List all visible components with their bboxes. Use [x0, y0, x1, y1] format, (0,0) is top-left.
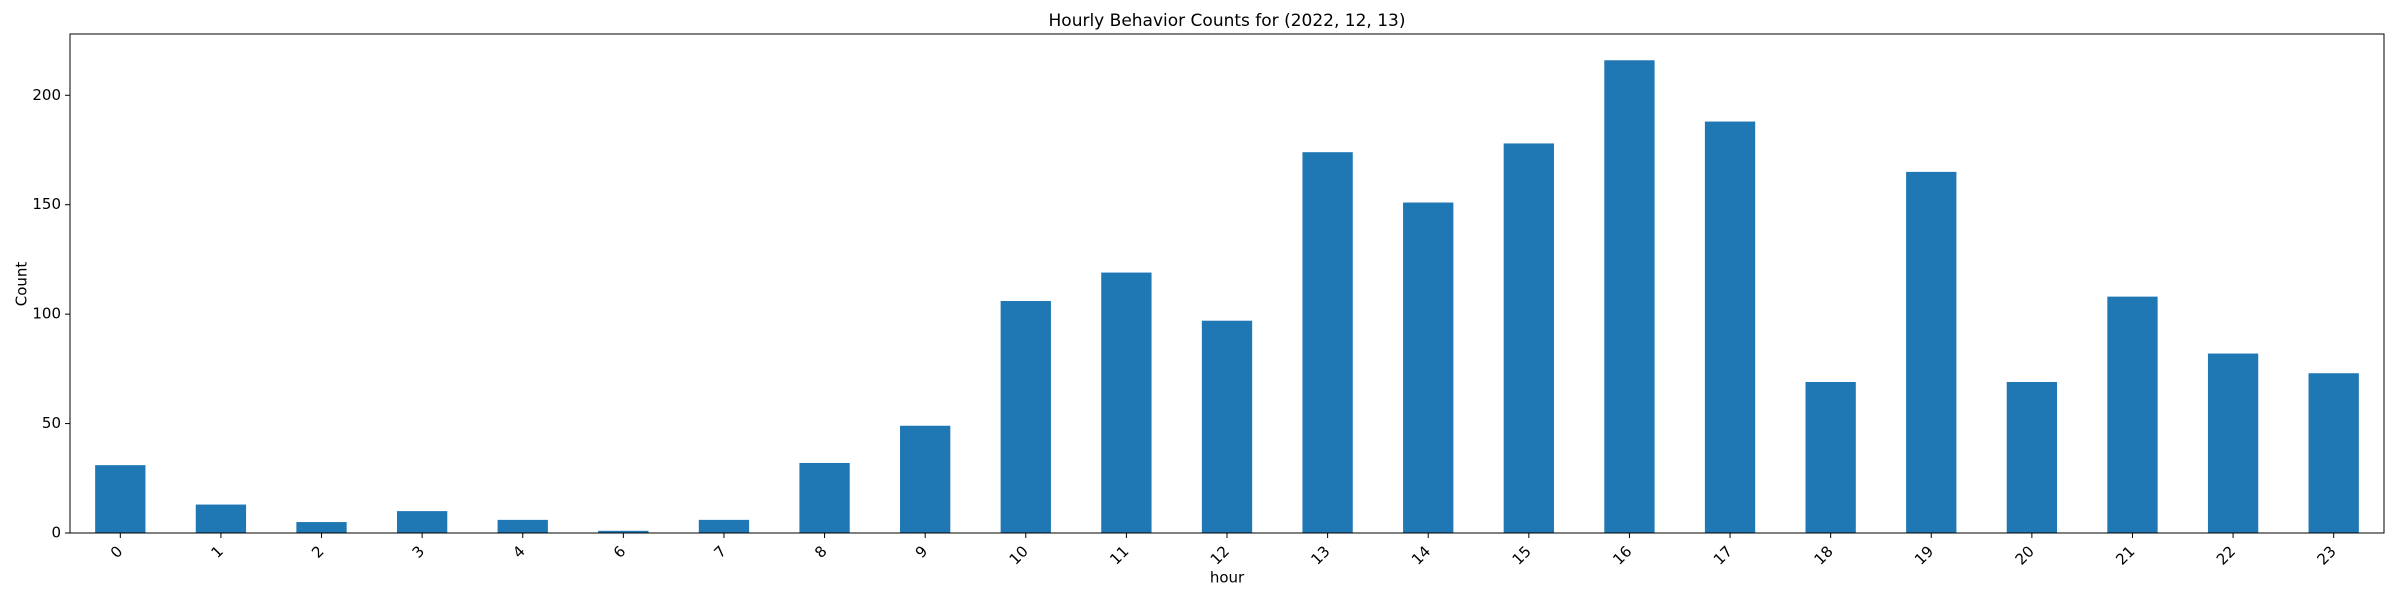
y-tick-label: 100 — [32, 305, 61, 323]
x-tick-label: 0 — [107, 542, 126, 561]
bar — [1101, 272, 1152, 533]
bar — [1503, 143, 1554, 534]
bar — [1201, 320, 1253, 533]
x-axis-label: hour — [1210, 569, 1245, 587]
bar — [396, 511, 448, 533]
x-tick-label: 23 — [2313, 542, 2339, 568]
x-tick-label: 10 — [1006, 542, 1032, 568]
bar — [2207, 353, 2259, 533]
x-tick-label: 1 — [207, 542, 226, 561]
x-tick-label: 4 — [509, 542, 528, 561]
bar — [2308, 373, 2359, 533]
bar — [95, 465, 146, 533]
bar — [698, 519, 750, 533]
bar — [1302, 152, 1353, 533]
bar — [296, 522, 347, 533]
x-tick-label: 17 — [1710, 542, 1736, 568]
x-tick-label: 15 — [1509, 542, 1535, 568]
bar — [1403, 202, 1454, 534]
x-tick-label: 11 — [1106, 542, 1132, 568]
x-tick-label: 20 — [2012, 542, 2038, 568]
bar — [497, 519, 548, 533]
bar — [1000, 301, 1051, 533]
x-tick-label: 18 — [1810, 542, 1836, 568]
x-tick-label: 14 — [1408, 542, 1434, 568]
plot-frame — [69, 33, 2385, 534]
bar — [2006, 381, 2058, 533]
x-tick-label: 3 — [409, 542, 428, 561]
x-tick-label: 21 — [2112, 542, 2138, 568]
y-tick-label: 50 — [42, 414, 61, 432]
bar — [1805, 381, 1856, 533]
bar — [1704, 121, 1756, 534]
x-tick-label: 8 — [811, 542, 830, 561]
y-axis-label: Count — [13, 262, 31, 307]
x-tick-label: 12 — [1207, 542, 1233, 568]
bar — [900, 425, 951, 533]
bar — [598, 530, 649, 533]
y-tick-label: 150 — [32, 195, 61, 213]
y-tick-label: 200 — [32, 86, 61, 104]
chart-title: Hourly Behavior Counts for (2022, 12, 13… — [1049, 11, 1406, 31]
bar — [799, 462, 850, 533]
bar — [1906, 171, 1957, 533]
x-tick-label: 7 — [710, 542, 729, 561]
bar — [1604, 60, 1655, 534]
x-tick-label: 13 — [1307, 542, 1333, 568]
x-tick-label: 16 — [1609, 542, 1635, 568]
x-tick-label: 9 — [912, 542, 931, 561]
bar — [2107, 296, 2158, 533]
x-tick-label: 2 — [308, 542, 327, 561]
y-tick-label: 0 — [51, 524, 61, 542]
bar — [195, 504, 247, 533]
x-tick-label: 19 — [1911, 542, 1937, 568]
x-tick-label: 6 — [610, 542, 629, 561]
x-tick-label: 22 — [2213, 542, 2239, 568]
